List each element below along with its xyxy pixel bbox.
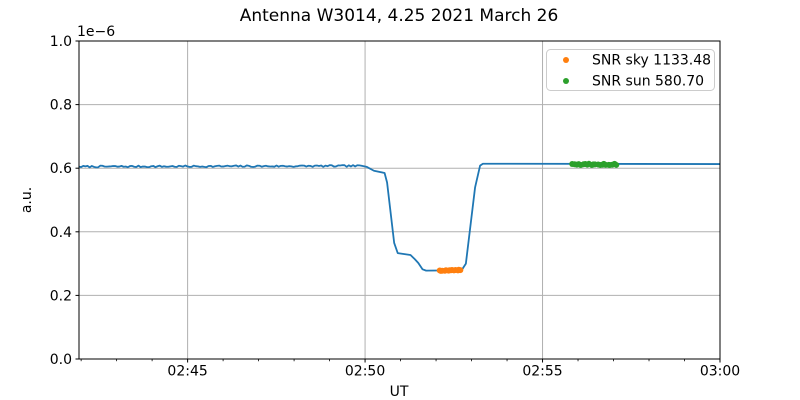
scatter-point [457, 267, 464, 274]
legend-box [546, 49, 715, 91]
y-tick-label: 0.8 [50, 98, 72, 114]
y-offset-text: 1e−6 [77, 24, 115, 40]
sky-scatter-points [436, 266, 464, 274]
legend-label-sun: SNR sun 580.70 [592, 74, 704, 90]
y-tick-label: 0.0 [50, 352, 72, 368]
x-tick-label: 03:00 [700, 364, 740, 380]
sun-scatter-points [569, 160, 620, 169]
y-tick-label: 0.2 [50, 288, 72, 304]
signal-line [79, 162, 720, 272]
y-tick-label: 0.4 [50, 225, 72, 241]
sun-legend-marker-icon [563, 78, 569, 84]
y-tick-label: 0.6 [50, 161, 72, 177]
x-axis-label: UT [390, 384, 409, 400]
x-tick-label: 02:45 [167, 364, 207, 380]
sky-legend-marker-icon [563, 57, 569, 63]
data-series [79, 160, 720, 274]
y-tick-label: 1.0 [50, 34, 72, 50]
plot-border [78, 40, 721, 360]
legend: SNR sky 1133.48 SNR sun 580.70 [546, 49, 715, 91]
x-tick-label: 02:50 [345, 364, 385, 380]
x-tick-label: 02:55 [522, 364, 562, 380]
axis-ticks: 02:45 02:50 02:55 03:00 0.0 0.2 0.4 0.6 0.8 1.0 [50, 34, 740, 380]
legend-label-sky: SNR sky 1133.48 [592, 53, 711, 69]
y-axis-label: a.u. [19, 187, 35, 213]
chart-title: Antenna W3014, 4.25 2021 March 26 [240, 6, 559, 26]
scatter-point [613, 161, 620, 168]
